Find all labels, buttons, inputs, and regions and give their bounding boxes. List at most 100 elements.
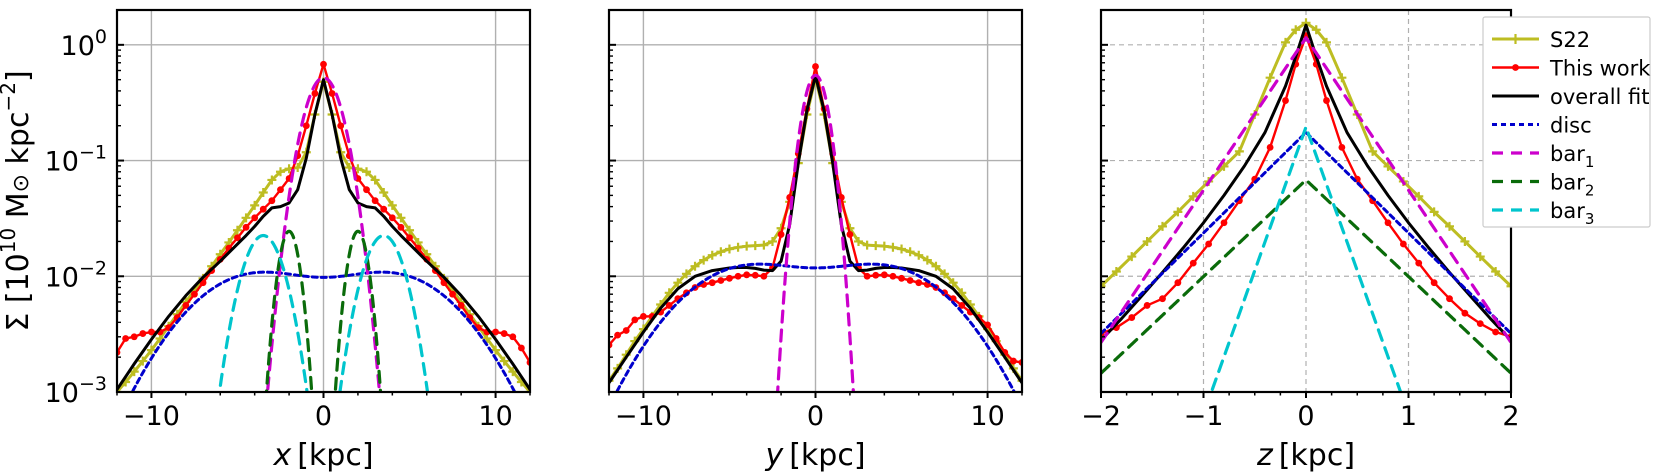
legend-label-text: S22 — [1550, 28, 1590, 52]
series-marker-dot — [380, 205, 388, 213]
y-tick-label: 100 — [61, 26, 107, 62]
panel-1: −10 0 10 y [kpc] — [607, 8, 1024, 472]
y-tick-exponent: −1 — [79, 142, 107, 164]
series-marker-plus — [387, 200, 397, 210]
y-tick-exponent: −3 — [79, 373, 107, 395]
x-tick-label: 1 — [1400, 401, 1417, 432]
series-marker-plus — [767, 236, 777, 246]
y-axis-sigma: Σ — [1, 313, 36, 332]
series-marker-plus — [914, 250, 924, 260]
series-marker-dot — [751, 271, 759, 279]
series-marker-dot — [509, 333, 517, 341]
series-marker-plus — [241, 213, 251, 223]
series-line-bar2 — [264, 229, 383, 392]
x-tick-label: −1 — [1184, 401, 1224, 432]
series-marker-plus — [733, 242, 743, 252]
legend-label-this-work: This work — [1549, 57, 1651, 81]
series-marker-plus — [1111, 266, 1121, 276]
series-marker-dot — [277, 186, 284, 194]
x-tick-label: 2 — [1502, 401, 1519, 432]
legend-label-text: bar — [1550, 142, 1585, 166]
series-marker-plus — [232, 225, 242, 235]
series-marker-plus — [482, 333, 492, 343]
y-axis-sunsym: ⊙ — [9, 174, 34, 192]
legend-label-subscript: 1 — [1585, 153, 1595, 171]
series-marker-plus — [922, 255, 932, 265]
series-line-disc — [1101, 130, 1511, 335]
series-marker-dot — [889, 272, 897, 280]
series-marker-dot — [1266, 143, 1274, 151]
series-marker-plus — [664, 288, 674, 298]
series-marker-plus — [362, 167, 372, 177]
series-marker-plus — [129, 367, 139, 377]
series-marker-plus — [681, 269, 691, 279]
series-marker-plus — [1491, 266, 1501, 276]
legend-label-overall-fit: overall fit — [1550, 85, 1650, 109]
series-marker-dot — [984, 321, 991, 329]
series-marker-dot — [122, 335, 130, 342]
y-tick-mantissa: 10 — [45, 378, 79, 409]
series-marker-dot — [302, 122, 310, 130]
series-marker-dot — [846, 231, 854, 238]
series-marker-dot — [1128, 314, 1136, 321]
y-tick-mantissa: 10 — [45, 262, 79, 293]
x-tick-label: −10 — [615, 401, 672, 432]
legend-label-text: disc — [1550, 114, 1592, 138]
series-marker-plus — [742, 241, 752, 251]
x-axis-variable: x — [272, 438, 291, 472]
series-marker-dot — [863, 272, 871, 280]
legend-label-bar3: bar3 — [1550, 199, 1594, 228]
series-marker-dot — [898, 274, 905, 282]
x-tick-label: −2 — [1081, 401, 1121, 432]
series-marker-plus — [508, 367, 518, 377]
series-marker-dot — [371, 197, 379, 205]
series-marker-dot — [337, 122, 345, 130]
y-tick-mantissa: 10 — [45, 147, 79, 178]
legend-label-s22: S22 — [1550, 28, 1590, 52]
legend-label-subscript: 2 — [1585, 182, 1595, 200]
series-line-overall-fit — [1101, 23, 1511, 342]
series-marker-plus — [1101, 281, 1106, 291]
legend-label-text: overall fit — [1550, 85, 1650, 109]
series-marker-dot — [259, 205, 267, 213]
series-marker-dot — [631, 316, 639, 324]
y-tick-label: 10−1 — [45, 142, 107, 178]
series-marker-plus — [931, 261, 941, 271]
series-marker-dot — [457, 302, 465, 309]
y-tick-mantissa: 10 — [61, 31, 95, 62]
series-marker-dot — [880, 271, 888, 279]
series-marker-dot — [640, 313, 647, 320]
series-group — [1101, 18, 1511, 392]
series-marker-dot — [1430, 279, 1438, 287]
legend-marker-plus — [1510, 34, 1521, 44]
series-marker-plus — [690, 261, 700, 271]
y-axis-close: ] — [1, 70, 36, 82]
series-marker-plus — [1188, 191, 1198, 201]
series-marker-plus — [1173, 207, 1183, 217]
series-marker-dot — [958, 302, 966, 309]
series-marker-plus — [750, 241, 760, 251]
series-marker-plus — [1265, 73, 1275, 83]
series-marker-dot — [614, 331, 622, 339]
series-line-bar2 — [1101, 178, 1511, 375]
series-marker-plus — [948, 278, 958, 288]
series-marker-dot — [1189, 259, 1197, 267]
series-marker-dot — [148, 328, 155, 336]
series-marker-dot — [406, 234, 413, 242]
legend-label-text: bar — [1550, 199, 1585, 223]
series-marker-dot — [1492, 328, 1500, 336]
series-marker-dot — [734, 272, 742, 280]
x-axis-unit: [kpc] — [291, 438, 373, 472]
x-tick-label: 10 — [478, 401, 512, 432]
series-marker-dot — [906, 277, 914, 284]
series-marker-plus — [879, 241, 889, 251]
series-marker-plus — [275, 167, 285, 177]
series-line-bar1 — [265, 76, 382, 392]
series-group — [117, 60, 530, 392]
series-line-bar1 — [1101, 36, 1511, 344]
series-marker-plus — [293, 163, 303, 173]
series-marker-plus — [1475, 252, 1485, 262]
series-marker-plus — [1142, 236, 1152, 246]
